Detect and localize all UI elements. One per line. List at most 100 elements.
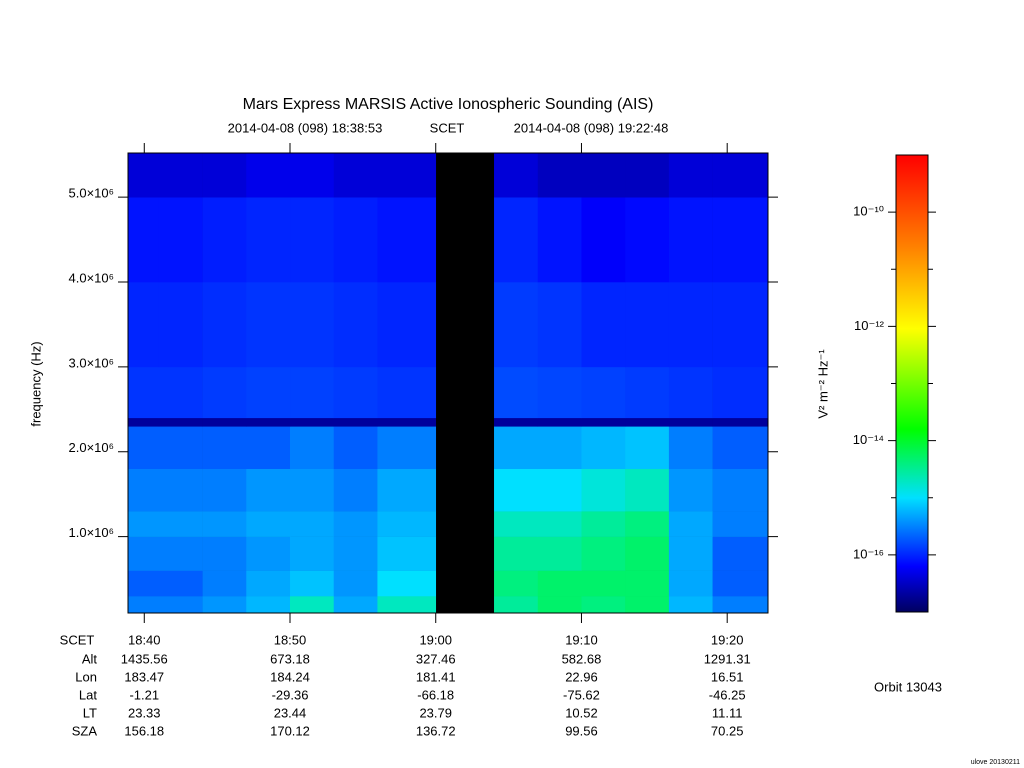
y-tick-label: 4.0×10⁶	[69, 270, 114, 285]
heatmap-cell	[128, 153, 160, 198]
heatmap-cell	[202, 282, 247, 368]
heatmap-cell	[158, 366, 203, 419]
heatmap-cell	[158, 417, 203, 427]
start-time: 2014-04-08 (098) 18:38:53	[228, 120, 383, 135]
heatmap-cell	[333, 596, 378, 614]
heatmap-cell	[128, 468, 160, 512]
heatmap-cell	[668, 596, 713, 614]
colorbar-label: V² m⁻² Hz⁻¹	[815, 349, 830, 419]
heatmap-cell	[202, 570, 247, 597]
ephemeris-value: -66.18	[417, 687, 454, 702]
y-tick-label: 5.0×10⁶	[69, 186, 114, 201]
heatmap-cell	[290, 596, 335, 614]
heatmap-cell	[377, 417, 437, 427]
heatmap-cell	[494, 426, 539, 470]
chart-title: Mars Express MARSIS Active Ionospheric S…	[243, 96, 654, 113]
heatmap-cell	[712, 511, 769, 537]
ephemeris-value: 327.46	[416, 651, 456, 666]
heatmap-cell	[158, 536, 203, 571]
heatmap-cell	[202, 153, 247, 198]
heatmap-cell	[377, 511, 437, 537]
heatmap-cell	[668, 153, 713, 198]
heatmap-cell	[158, 570, 203, 597]
heatmap-cell	[668, 536, 713, 571]
heatmap-cell	[246, 153, 291, 198]
heatmap-cell	[377, 536, 437, 571]
heatmap-cell	[712, 282, 769, 368]
heatmap-cell	[128, 282, 160, 368]
heatmap-cell	[537, 197, 582, 283]
colorbar-tick-label: 10⁻¹⁶	[853, 546, 884, 561]
heatmap-cell	[290, 197, 335, 283]
orbit-label: Orbit 13043	[874, 679, 942, 694]
ephemeris-value: 582.68	[562, 651, 602, 666]
heatmap-cell	[377, 570, 437, 597]
heatmap-cell	[290, 536, 335, 571]
heatmap-cell	[581, 366, 626, 419]
y-tick-label: 2.0×10⁶	[69, 440, 114, 455]
heatmap-cell	[581, 536, 626, 571]
y-tick-label: 1.0×10⁶	[69, 525, 114, 540]
heatmap-cell	[333, 570, 378, 597]
heatmap-cell	[712, 197, 769, 283]
ephemeris-value: 23.79	[419, 705, 452, 720]
row-label: Alt	[82, 651, 98, 666]
heatmap-cell	[333, 366, 378, 419]
x-tick-label: 19:10	[565, 632, 598, 647]
heatmap-cell	[377, 468, 437, 512]
plot-frame	[127, 152, 769, 614]
heatmap-cell	[377, 366, 437, 419]
heatmap-cell	[128, 536, 160, 571]
heatmap-cell	[668, 511, 713, 537]
heatmap-cell	[202, 536, 247, 571]
heatmap-cell	[712, 426, 769, 470]
heatmap-cell	[712, 536, 769, 571]
heatmap-cell	[537, 426, 582, 470]
heatmap-cell	[202, 417, 247, 427]
ephemeris-value: 1435.56	[121, 651, 168, 666]
ephemeris-value: 23.33	[128, 705, 161, 720]
heatmap-cell	[246, 282, 291, 368]
ephemeris-value: 136.72	[416, 723, 456, 738]
ephemeris-value: -29.36	[272, 687, 309, 702]
heatmap-cell	[202, 366, 247, 419]
heatmap-cell	[128, 417, 160, 427]
heatmap-cell	[625, 468, 670, 512]
credit: ulove 20130211	[971, 759, 1020, 766]
heatmap-cell	[625, 197, 670, 283]
x-tick-label: 19:20	[711, 632, 744, 647]
heatmap-cell	[246, 366, 291, 419]
heatmap-cell	[246, 596, 291, 614]
ephemeris-value: 70.25	[711, 723, 744, 738]
heatmap-cell	[494, 511, 539, 537]
heatmap-cell	[625, 511, 670, 537]
heatmap-cell	[581, 197, 626, 283]
heatmap-cell	[537, 570, 582, 597]
colorbar-tick-label: 10⁻¹²	[854, 318, 885, 333]
ephemeris-value: 16.51	[711, 669, 744, 684]
ephemeris-value: 22.96	[565, 669, 598, 684]
heatmap-cell	[537, 153, 582, 198]
ephemeris-value: -46.25	[709, 687, 746, 702]
heatmap-cell	[290, 511, 335, 537]
row-label: Lat	[79, 687, 97, 702]
heatmap-cell	[625, 536, 670, 571]
heatmap-cell	[581, 417, 626, 427]
heatmap-cell	[377, 282, 437, 368]
colorbar-tick-label: 10⁻¹⁴	[853, 432, 884, 447]
heatmap-cell	[290, 282, 335, 368]
heatmap-cell	[158, 282, 203, 368]
heatmap-cell	[581, 426, 626, 470]
heatmap-cell	[625, 570, 670, 597]
ephemeris-value: 11.11	[712, 705, 743, 720]
heatmap-cell	[290, 570, 335, 597]
heatmap-cell	[625, 426, 670, 470]
heatmap-cell	[712, 570, 769, 597]
heatmap-cell	[333, 417, 378, 427]
heatmap-cell	[158, 468, 203, 512]
heatmap-cell	[537, 366, 582, 419]
heatmap-cell	[377, 197, 437, 283]
heatmap-cell	[668, 282, 713, 368]
heatmap-cell	[712, 153, 769, 198]
heatmap-cell	[290, 426, 335, 470]
